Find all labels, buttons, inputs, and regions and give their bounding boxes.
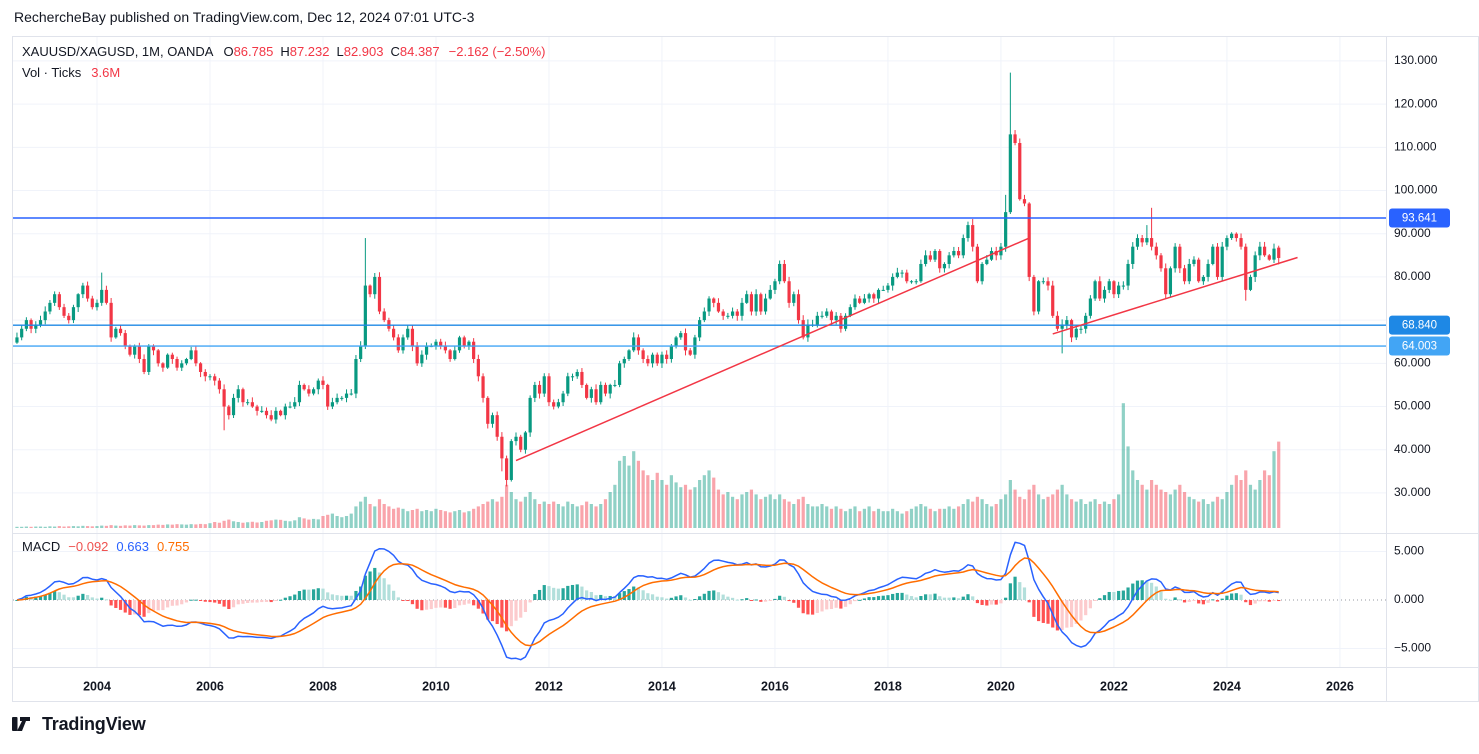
macd-signal-value: 0.755 [156, 539, 190, 554]
open-value: O86.785 [223, 44, 274, 59]
trendlines[interactable] [515, 237, 1298, 462]
tradingview-footer[interactable]: TradingView [12, 711, 146, 737]
svg-text:2010: 2010 [422, 679, 450, 693]
close-value: C84.387 [390, 44, 440, 59]
macd-lines [16, 541, 1279, 661]
main-legend: XAUUSD/XAGUSD, 1M, OANDA O86.785 H87.232… [22, 41, 546, 83]
svg-text:0.000: 0.000 [1394, 592, 1424, 606]
macd-line-value: 0.663 [116, 539, 149, 554]
svg-text:2006: 2006 [196, 679, 224, 693]
svg-text:2018: 2018 [874, 679, 902, 693]
svg-text:110.000: 110.000 [1394, 140, 1437, 154]
price-level-lines[interactable] [13, 217, 1386, 347]
high-value: H87.232 [280, 44, 330, 59]
macd-legend: MACD −0.092 0.663 0.755 [22, 539, 190, 554]
candlestick-series[interactable] [15, 72, 1281, 487]
tradingview-wordmark: TradingView [42, 713, 146, 734]
svg-text:2014: 2014 [648, 679, 676, 693]
svg-text:2024: 2024 [1213, 679, 1241, 693]
attribution-text: RechercheBay published on TradingView.co… [0, 0, 1479, 36]
change-value: −2.162 (−2.50%) [448, 44, 546, 59]
svg-text:40.000: 40.000 [1394, 442, 1431, 456]
volume-row: Vol · Ticks 3.6M [22, 62, 546, 83]
time-axis[interactable]: 2004 2006 2008 2010 2012 2014 2016 2018 2020 2022… [83, 679, 1354, 693]
macd-histogram-value: −0.092 [68, 539, 109, 554]
tradingview-logo-icon [12, 711, 35, 737]
svg-text:130.000: 130.000 [1394, 53, 1438, 67]
svg-text:2004: 2004 [83, 679, 111, 693]
svg-text:−5.000: −5.000 [1394, 641, 1431, 655]
svg-text:2012: 2012 [535, 679, 563, 693]
volume-series [15, 403, 1281, 528]
grid-lines [13, 37, 1386, 667]
volume-value: 3.6M [91, 65, 121, 80]
svg-text:80.000: 80.000 [1394, 269, 1431, 283]
chart-canvas[interactable]: 130.000 120.000 110.000 100.000 90.000 80.000… [0, 36, 1479, 702]
svg-text:93.641: 93.641 [1402, 213, 1437, 225]
svg-text:2026: 2026 [1326, 679, 1354, 693]
macd-label[interactable]: MACD [22, 539, 61, 554]
macd-axis[interactable]: 5.000 0.000 −5.000 [1394, 544, 1431, 655]
svg-text:60.000: 60.000 [1394, 356, 1431, 370]
svg-text:30.000: 30.000 [1394, 485, 1431, 499]
macd-histogram [15, 567, 1281, 632]
svg-text:90.000: 90.000 [1394, 226, 1431, 240]
svg-text:50.000: 50.000 [1394, 399, 1431, 413]
volume-label[interactable]: Vol · Ticks [22, 65, 82, 80]
symbol-title[interactable]: XAUUSD/XAGUSD, 1M, OANDA [22, 44, 214, 59]
low-value: L82.903 [336, 44, 384, 59]
svg-text:2016: 2016 [761, 679, 789, 693]
svg-text:2020: 2020 [987, 679, 1015, 693]
svg-text:5.000: 5.000 [1394, 544, 1424, 558]
chart-area[interactable]: 130.000 120.000 110.000 100.000 90.000 80.000… [0, 36, 1479, 702]
price-badges[interactable]: 93.641 68.840 64.003 [1389, 208, 1450, 356]
svg-text:68.840: 68.840 [1402, 320, 1437, 332]
svg-text:100.000: 100.000 [1394, 183, 1438, 197]
svg-text:2008: 2008 [309, 679, 337, 693]
price-axis[interactable]: 130.000 120.000 110.000 100.000 90.000 80.000… [1394, 53, 1438, 499]
svg-text:120.000: 120.000 [1394, 96, 1438, 110]
svg-text:64.003: 64.003 [1402, 341, 1437, 353]
svg-text:2022: 2022 [1100, 679, 1128, 693]
symbol-row: XAUUSD/XAGUSD, 1M, OANDA O86.785 H87.232… [22, 41, 546, 62]
